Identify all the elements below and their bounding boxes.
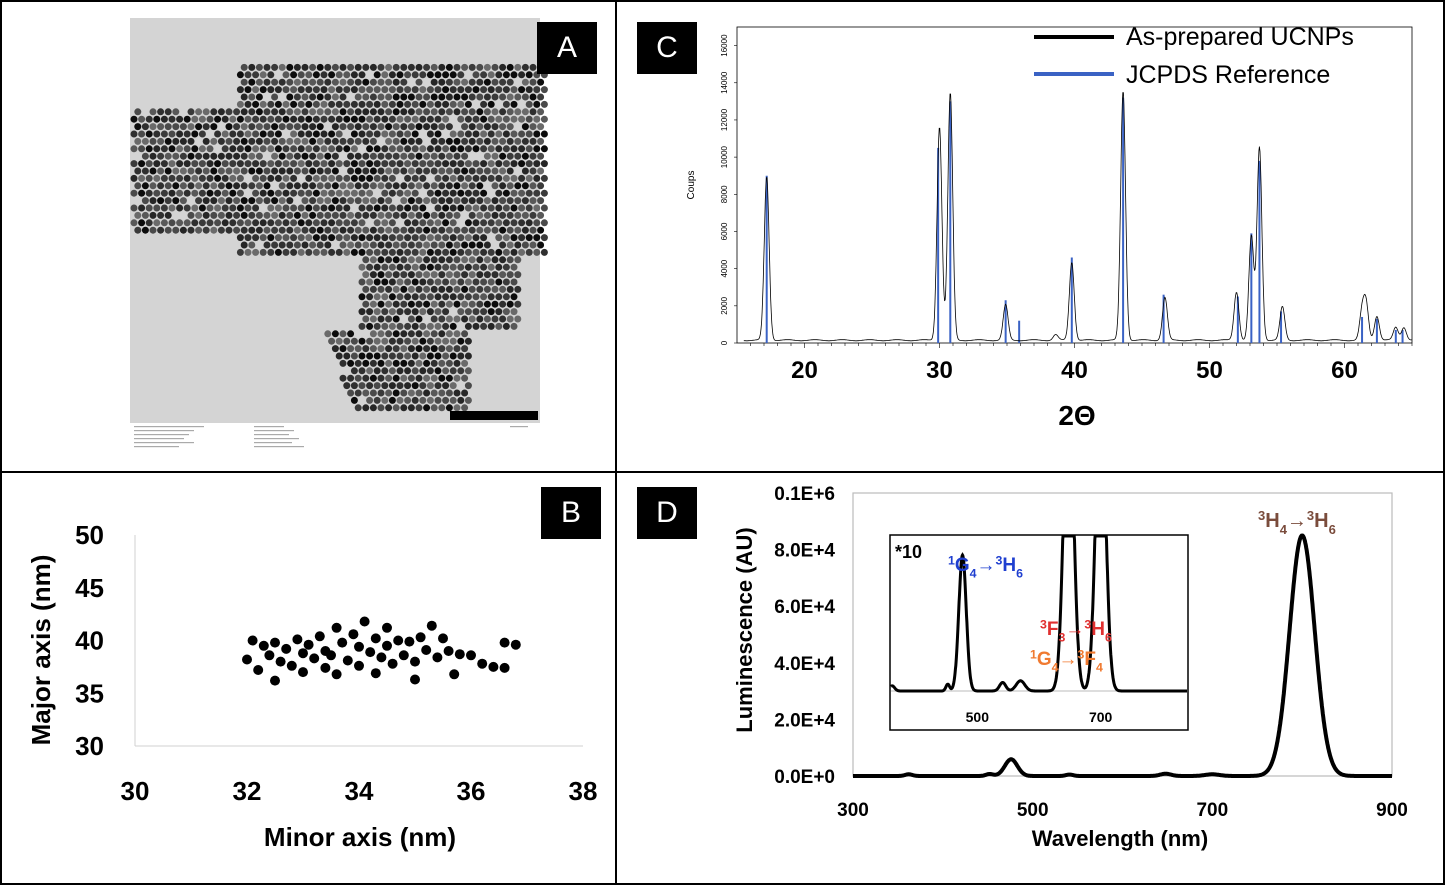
vertical-divider — [615, 0, 617, 885]
panel-label-c: C — [637, 22, 697, 74]
panel-label-a: A — [537, 22, 597, 74]
panel-label-d: D — [637, 487, 697, 539]
panel-label-b: B — [541, 487, 601, 539]
horizontal-divider — [0, 471, 1445, 473]
